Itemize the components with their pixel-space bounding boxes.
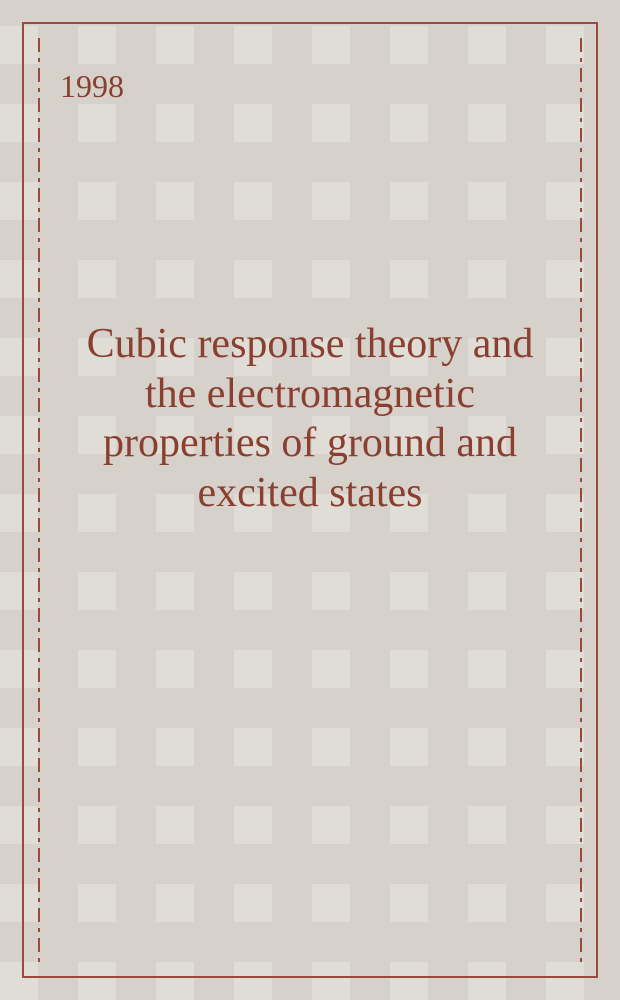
book-title: Cubic response theory and the electromag… [60, 320, 560, 518]
inner-border-top [38, 38, 582, 40]
inner-border-bottom [38, 960, 582, 962]
inner-border-right [580, 38, 582, 962]
inner-border-left [38, 38, 40, 962]
book-cover: 1998 Cubic response theory and the elect… [0, 0, 620, 1000]
title-block: Cubic response theory and the electromag… [60, 320, 560, 518]
publication-year: 1998 [60, 68, 124, 105]
